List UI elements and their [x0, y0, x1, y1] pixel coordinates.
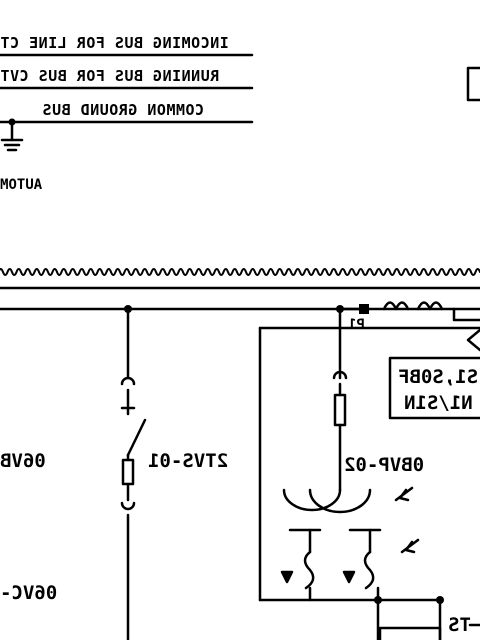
box-diag-mark [466, 328, 480, 352]
auto-label: AUTOM [0, 177, 43, 193]
transformer-connector [332, 370, 348, 380]
lower-right-junction [436, 596, 444, 604]
switch-tag: 2TVS-01 [148, 450, 229, 472]
transformer-fuse [333, 393, 347, 427]
incoming-bus-label: INCOMING BUS FOR LINE CT [0, 34, 229, 52]
left-bottom-tag: 06VC- [0, 582, 58, 604]
switch-connector-top [120, 376, 136, 386]
box-line-1: S1,S0BF [398, 366, 479, 388]
top-box-edge [466, 66, 480, 102]
running-bus-label: RUNNING BUS FOR BUS CVT [0, 67, 220, 85]
p1-lead [452, 307, 480, 322]
transformer-primary-arc-left [308, 488, 372, 514]
winding-triangle-left [280, 570, 294, 584]
left-top-tag: 06VB [0, 450, 46, 472]
p1-label: P1 [348, 317, 365, 333]
transformer-primary-arc-right [282, 488, 342, 512]
p1-terminal [359, 304, 369, 314]
transformer-tag: 0BVP-02 [344, 454, 425, 476]
switch-fuse [121, 458, 135, 486]
ts-label: TS [448, 614, 471, 636]
ground-junction-dot [8, 118, 16, 126]
transformer-arrows [394, 486, 420, 554]
switch-connector-bottom [120, 501, 136, 511]
ts-box [378, 626, 442, 640]
winding-triangle-right [342, 570, 356, 584]
wavy-cable [0, 268, 480, 276]
ground-symbol [0, 120, 24, 152]
rating-box [388, 356, 480, 420]
secondary-windings [288, 528, 382, 602]
box-line-2: N1/S1N [404, 392, 473, 414]
switch-blade [126, 418, 147, 457]
ground-bus-label: COMMON GROUND BUS [42, 101, 205, 119]
